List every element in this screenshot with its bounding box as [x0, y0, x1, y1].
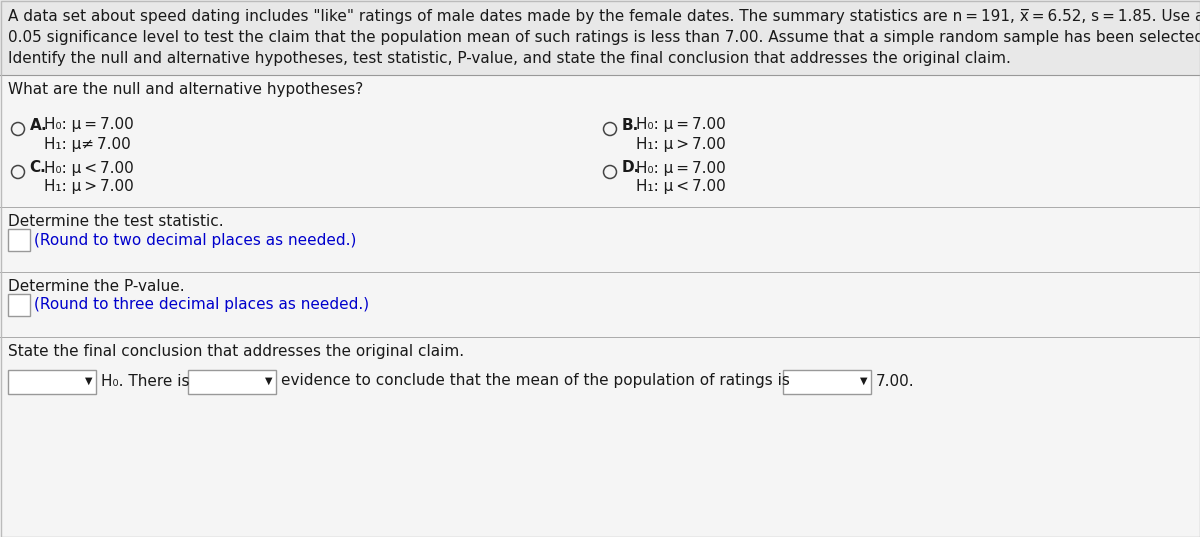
Text: H₀: μ = 7.00: H₀: μ = 7.00: [636, 161, 726, 176]
Text: evidence to conclude that the mean of the population of ratings is: evidence to conclude that the mean of th…: [281, 374, 790, 388]
Text: C.: C.: [30, 161, 47, 176]
Text: Identify the null and alternative hypotheses, test statistic, P-value, and state: Identify the null and alternative hypoth…: [8, 51, 1010, 66]
Text: D.: D.: [622, 161, 640, 176]
Bar: [0, 75, 1200, 537]
Text: H₀: μ = 7.00: H₀: μ = 7.00: [44, 118, 134, 133]
Bar: [0, 0, 1200, 75]
FancyBboxPatch shape: [8, 229, 30, 251]
Text: H₁: μ > 7.00: H₁: μ > 7.00: [44, 179, 134, 194]
Text: 0.05 significance level to test the claim that the population mean of such ratin: 0.05 significance level to test the clai…: [8, 30, 1200, 45]
Text: Determine the P-value.: Determine the P-value.: [8, 279, 185, 294]
Text: A data set about speed dating includes "like" ratings of male dates made by the : A data set about speed dating includes "…: [8, 9, 1200, 24]
Text: ▼: ▼: [264, 376, 272, 386]
FancyBboxPatch shape: [8, 370, 96, 394]
FancyBboxPatch shape: [188, 370, 276, 394]
Text: H₁: μ > 7.00: H₁: μ > 7.00: [636, 136, 726, 151]
Text: (Round to two decimal places as needed.): (Round to two decimal places as needed.): [34, 233, 356, 248]
Text: H₀: μ < 7.00: H₀: μ < 7.00: [44, 161, 134, 176]
Text: ▼: ▼: [84, 376, 92, 386]
Text: H₁: μ < 7.00: H₁: μ < 7.00: [636, 179, 726, 194]
Text: B.: B.: [622, 118, 638, 133]
Text: State the final conclusion that addresses the original claim.: State the final conclusion that addresse…: [8, 344, 464, 359]
FancyBboxPatch shape: [8, 294, 30, 316]
Text: (Round to three decimal places as needed.): (Round to three decimal places as needed…: [34, 297, 370, 313]
Text: Determine the test statistic.: Determine the test statistic.: [8, 214, 223, 229]
Text: H₀. There is: H₀. There is: [101, 374, 190, 388]
Text: H₁: μ≠ 7.00: H₁: μ≠ 7.00: [44, 136, 131, 151]
Text: A.: A.: [30, 118, 47, 133]
FancyBboxPatch shape: [784, 370, 871, 394]
Text: What are the null and alternative hypotheses?: What are the null and alternative hypoth…: [8, 82, 364, 97]
Text: 7.00.: 7.00.: [876, 374, 914, 388]
Text: ▼: ▼: [859, 376, 866, 386]
Text: H₀: μ = 7.00: H₀: μ = 7.00: [636, 118, 726, 133]
